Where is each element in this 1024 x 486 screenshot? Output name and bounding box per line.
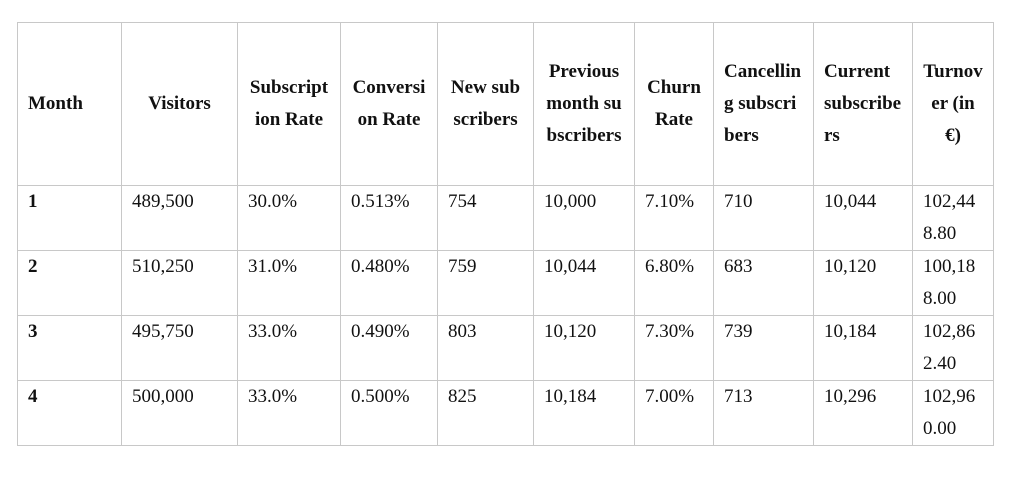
table-cell: 0.500% [340, 380, 438, 446]
table-cell: 100,188.00 [912, 250, 994, 316]
header-row: Month Visitors Subscription Rate Conversion… [17, 22, 994, 186]
table-cell: 10,120 [533, 315, 635, 381]
table-cell: 803 [437, 315, 534, 381]
table-header: Month Visitors Subscription Rate Conversion… [17, 22, 994, 186]
table-cell: 1 [17, 185, 122, 251]
data-table: Month Visitors Subscription Rate Conversion… [17, 22, 994, 446]
header-cell: Current subscribers [813, 22, 913, 186]
header-cell: Cancelling subscribers [713, 22, 814, 186]
table-cell: 10,044 [813, 185, 913, 251]
table-cell: 0.513% [340, 185, 438, 251]
table-cell: 739 [713, 315, 814, 381]
table-cell: 30.0% [237, 185, 341, 251]
table-cell: 0.480% [340, 250, 438, 316]
table-cell: 489,500 [121, 185, 238, 251]
table-cell: 10,184 [533, 380, 635, 446]
table-cell: 713 [713, 380, 814, 446]
header-cell: Churn Rate [634, 22, 714, 186]
table-row: 3 495,750 33.0% 0.490% 803 10,120 7.30% 739 10,1… [17, 315, 994, 381]
header-cell: Previous month subscribers [533, 22, 635, 186]
table-cell: 7.30% [634, 315, 714, 381]
table-cell: 710 [713, 185, 814, 251]
table-cell: 33.0% [237, 315, 341, 381]
table-cell: 6.80% [634, 250, 714, 316]
table-cell: 102,448.80 [912, 185, 994, 251]
table-cell: 759 [437, 250, 534, 316]
header-cell: Conversion Rate [340, 22, 438, 186]
table-cell: 500,000 [121, 380, 238, 446]
table-body: 1 489,500 30.0% 0.513% 754 10,000 7.10% 710 10,0… [17, 185, 994, 446]
table-cell: 102,862.40 [912, 315, 994, 381]
header-cell: Visitors [121, 22, 238, 186]
table-cell: 10,296 [813, 380, 913, 446]
table-row: 1 489,500 30.0% 0.513% 754 10,000 7.10% 710 10,0… [17, 185, 994, 251]
header-cell: Month [17, 22, 122, 186]
table-cell: 754 [437, 185, 534, 251]
table-cell: 510,250 [121, 250, 238, 316]
table-cell: 7.10% [634, 185, 714, 251]
table-cell: 31.0% [237, 250, 341, 316]
header-cell: Subscription Rate [237, 22, 341, 186]
table-cell: 10,184 [813, 315, 913, 381]
table-cell: 33.0% [237, 380, 341, 446]
header-cell: Turnover (in €) [912, 22, 994, 186]
table-row: 2 510,250 31.0% 0.480% 759 10,044 6.80% 683 10,1… [17, 250, 994, 316]
table-cell: 3 [17, 315, 122, 381]
table-cell: 683 [713, 250, 814, 316]
table-cell: 10,044 [533, 250, 635, 316]
table-cell: 495,750 [121, 315, 238, 381]
table-cell: 10,120 [813, 250, 913, 316]
table-cell: 102,960.00 [912, 380, 994, 446]
table-cell: 2 [17, 250, 122, 316]
header-cell: New subscribers [437, 22, 534, 186]
table-cell: 4 [17, 380, 122, 446]
table-row: 4 500,000 33.0% 0.500% 825 10,184 7.00% 713 10,2… [17, 380, 994, 446]
table-cell: 0.490% [340, 315, 438, 381]
table-cell: 7.00% [634, 380, 714, 446]
table-cell: 825 [437, 380, 534, 446]
table-cell: 10,000 [533, 185, 635, 251]
